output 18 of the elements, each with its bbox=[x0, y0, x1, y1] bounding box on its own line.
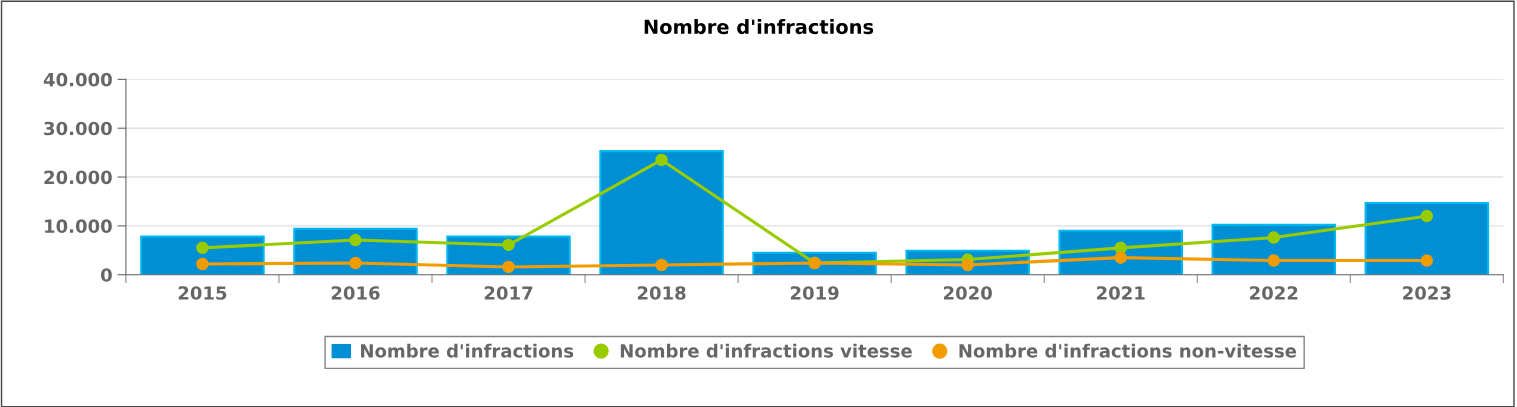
y-tick-label: 10.000 bbox=[45, 219, 112, 233]
x-tick-label: 2016 bbox=[331, 286, 380, 300]
legend-label: Nombre d'infractions non-vitesse bbox=[959, 343, 1297, 358]
x-tick-label: 2023 bbox=[1403, 286, 1451, 300]
x-tick-label: 2019 bbox=[790, 286, 839, 300]
x-tick-label: 2018 bbox=[637, 286, 686, 300]
y-tick-label: 0 bbox=[101, 268, 112, 282]
x-tick-label: 2017 bbox=[484, 286, 533, 300]
x-tick-label: 2021 bbox=[1097, 286, 1145, 300]
x-tick-label: 2015 bbox=[178, 286, 227, 300]
y-tick-label: 30.000 bbox=[44, 121, 112, 136]
legend-label: Nombre d'infractions vitesse bbox=[620, 343, 912, 358]
x-tick-label: 2022 bbox=[1250, 286, 1298, 300]
y-tick-label: 20.000 bbox=[44, 170, 112, 185]
x-tick-label: 2020 bbox=[943, 286, 992, 300]
chart-title: Nombre d'infractions bbox=[644, 19, 874, 35]
legend-label: Nombre d'infractions bbox=[361, 343, 574, 358]
y-tick-label: 40.000 bbox=[43, 72, 112, 87]
